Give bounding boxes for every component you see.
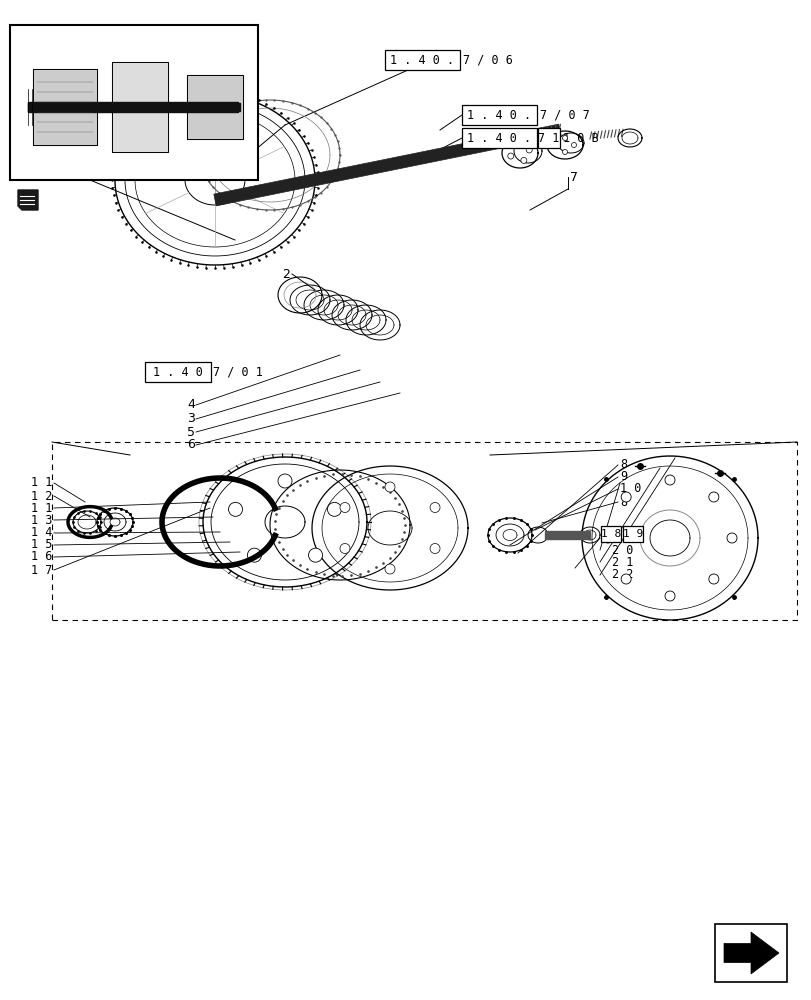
- Circle shape: [228, 502, 242, 516]
- Text: 8: 8: [620, 495, 626, 508]
- Text: 7: 7: [569, 171, 577, 184]
- Text: 1 3: 1 3: [31, 514, 52, 526]
- Circle shape: [430, 502, 440, 512]
- Text: 6: 6: [187, 438, 195, 452]
- Text: 1 8: 1 8: [600, 529, 620, 539]
- Bar: [714, 924, 786, 982]
- Text: 7 / 0 1: 7 / 0 1: [212, 365, 263, 378]
- Text: 2 2: 2 2: [611, 568, 633, 582]
- Circle shape: [603, 533, 612, 543]
- Bar: [10, 25, 258, 180]
- Text: 2 0: 2 0: [611, 544, 633, 556]
- Text: 1 7: 1 7: [31, 564, 52, 576]
- Polygon shape: [187, 75, 242, 139]
- Text: 1 1: 1 1: [31, 502, 52, 514]
- Circle shape: [562, 136, 567, 141]
- Circle shape: [247, 548, 261, 562]
- Circle shape: [562, 150, 567, 155]
- Text: 1 0 B: 1 0 B: [562, 132, 598, 145]
- Polygon shape: [723, 932, 778, 974]
- Text: 5: 5: [187, 426, 195, 438]
- Bar: [622, 526, 642, 542]
- Text: 1 . 4 0 .: 1 . 4 0 .: [467, 109, 531, 122]
- Polygon shape: [18, 190, 38, 210]
- Circle shape: [664, 475, 674, 485]
- Text: 1 . 4 0 .: 1 . 4 0 .: [390, 54, 454, 67]
- Text: 2 1: 2 1: [611, 556, 633, 568]
- Circle shape: [708, 492, 718, 502]
- Circle shape: [327, 502, 341, 516]
- Circle shape: [664, 591, 674, 601]
- Bar: [384, 50, 460, 70]
- Circle shape: [553, 143, 558, 148]
- Circle shape: [277, 474, 292, 488]
- Bar: [461, 128, 536, 148]
- Circle shape: [430, 544, 440, 554]
- Text: 1 1: 1 1: [31, 477, 52, 489]
- Circle shape: [507, 153, 513, 159]
- Polygon shape: [28, 102, 238, 112]
- Text: 8: 8: [620, 458, 626, 472]
- Circle shape: [384, 564, 394, 574]
- Bar: [538, 128, 560, 148]
- Bar: [461, 105, 536, 125]
- Polygon shape: [28, 103, 240, 111]
- Polygon shape: [213, 124, 560, 206]
- Circle shape: [726, 533, 736, 543]
- Polygon shape: [544, 531, 590, 539]
- Text: 4: 4: [187, 398, 195, 412]
- Text: 1 6: 1 6: [31, 550, 52, 564]
- Text: 7 / 0 6: 7 / 0 6: [462, 54, 513, 67]
- Circle shape: [520, 157, 526, 163]
- Text: 1 5: 1 5: [31, 538, 52, 552]
- Text: 1 . 4 0 .: 1 . 4 0 .: [467, 132, 531, 145]
- Circle shape: [513, 143, 518, 149]
- Text: 1 0: 1 0: [620, 483, 641, 495]
- Text: 3: 3: [187, 412, 195, 426]
- Circle shape: [340, 544, 350, 554]
- Circle shape: [571, 143, 576, 148]
- Circle shape: [620, 492, 630, 502]
- Text: 7 1: 7 1: [538, 132, 559, 145]
- Text: 2: 2: [281, 267, 290, 280]
- Text: 1 . 4 0: 1 . 4 0: [153, 365, 203, 378]
- Text: 7 / 0 7: 7 / 0 7: [539, 109, 589, 122]
- Text: 1 9: 1 9: [622, 529, 642, 539]
- Circle shape: [620, 574, 630, 584]
- Text: 9: 9: [620, 471, 626, 484]
- Text: 1 4: 1 4: [31, 526, 52, 540]
- Polygon shape: [112, 62, 168, 152]
- Polygon shape: [33, 69, 97, 145]
- Circle shape: [708, 574, 718, 584]
- Text: 1 2: 1 2: [31, 489, 52, 502]
- Circle shape: [308, 548, 322, 562]
- Bar: [600, 526, 620, 542]
- Bar: [145, 362, 211, 382]
- Circle shape: [384, 482, 394, 492]
- Circle shape: [340, 502, 350, 512]
- Circle shape: [526, 147, 531, 153]
